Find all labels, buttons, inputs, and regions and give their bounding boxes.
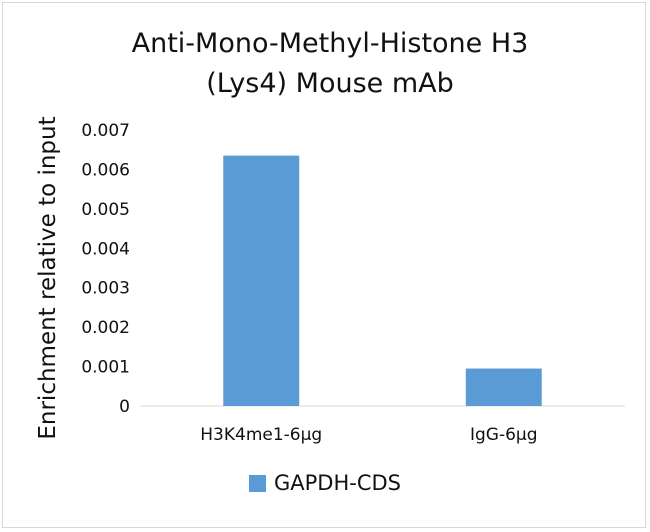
y-tick-label: 0 — [119, 397, 130, 417]
y-axis-ticks: 0 0.001 0.002 0.003 0.004 0.005 0.006 0.007 — [81, 121, 130, 417]
bars — [223, 155, 542, 406]
y-tick-label: 0.002 — [81, 318, 130, 338]
y-tick-label: 0.006 — [81, 160, 130, 180]
x-tick-label: IgG-6μg — [470, 425, 538, 445]
y-tick-label: 0.004 — [81, 239, 130, 259]
x-axis-ticks: H3K4me1-6μg IgG-6μg — [200, 425, 537, 445]
legend: GAPDH-CDS — [0, 471, 650, 495]
legend-swatch — [248, 474, 266, 492]
y-tick-label: 0.005 — [81, 200, 130, 220]
y-tick-label: 0.003 — [81, 279, 130, 299]
bar — [465, 368, 542, 406]
y-tick-label: 0.007 — [81, 121, 130, 141]
y-tick-label: 0.001 — [81, 358, 130, 378]
chart-title-line-2: (Lys4) Mouse mAb — [206, 68, 454, 99]
legend-label: GAPDH-CDS — [273, 471, 401, 495]
x-tick-label: H3K4me1-6μg — [200, 425, 322, 445]
chart-frame — [2, 2, 646, 528]
chart-title-line-1: Anti-Mono-Methyl-Histone H3 — [131, 28, 529, 59]
bar — [223, 155, 300, 406]
